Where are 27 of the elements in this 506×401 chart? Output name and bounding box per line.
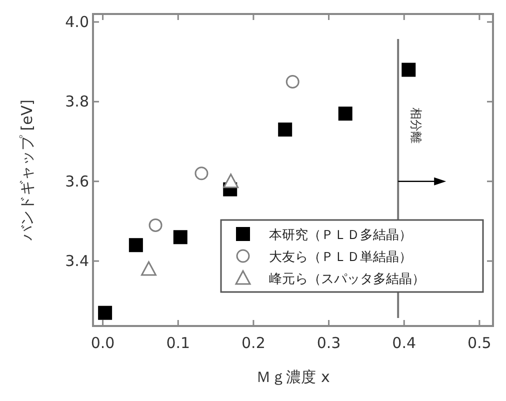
point [286,74,300,88]
y-tick-label: 3.4 [65,252,89,270]
x-tick-label: 0.4 [392,334,416,352]
point [148,218,162,232]
legend-label: 峰元ら（スパッタ多結晶） [269,272,425,287]
x-tick-label: 0.0 [90,334,115,352]
point [338,106,352,121]
ref-line-label: 相分離 [409,108,424,144]
point [194,166,208,180]
legend-label: 本研究（ＰＬＤ多結晶） [269,228,412,243]
x-tick-label: 0.5 [468,334,492,352]
point [278,122,292,137]
point [223,174,239,188]
y-tick-label: 4.0 [65,12,89,31]
x-axis-title: Ｍｇ濃度 x [256,368,330,386]
point [140,261,156,276]
point [128,238,143,252]
point [98,306,112,320]
y-axis-title: バンドギャップ [eV] [18,100,36,242]
legend-label: 大友ら（ＰＬＤ単結晶） [269,250,412,265]
x-tick-label: 0.1 [166,334,190,352]
x-tick-label: 0.3 [316,334,341,352]
y-tick-label: 3.8 [65,92,89,111]
x-tick-label: 0.2 [242,334,266,352]
point [173,230,188,244]
point [402,62,416,77]
y-tick-label: 3.6 [65,172,89,190]
